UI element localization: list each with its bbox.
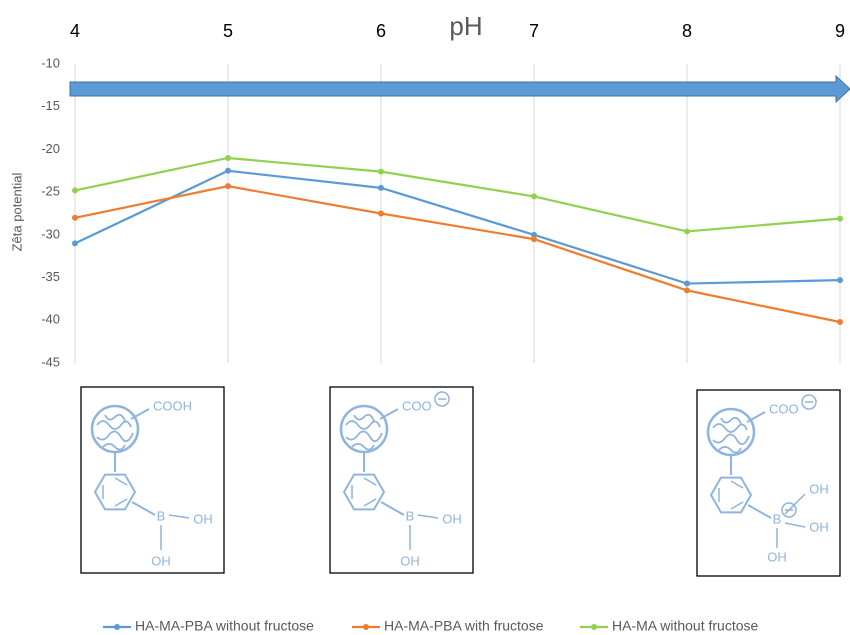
data-point	[225, 154, 231, 161]
series-line	[74, 169, 841, 285]
structure-box	[696, 389, 841, 577]
charge	[434, 391, 450, 407]
polymer-chain	[345, 413, 383, 451]
bond	[417, 514, 439, 519]
data-point	[531, 193, 537, 200]
x-tick-label: 9	[835, 21, 845, 41]
y-tick-label: -15	[41, 98, 60, 113]
bond	[131, 501, 156, 516]
data-point	[72, 187, 78, 194]
legend-entry: HA-MA-PBA with fructose	[352, 618, 544, 634]
data-point	[837, 318, 843, 325]
hydroxyl-label: OH	[400, 553, 420, 568]
y-tick-label: -20	[41, 141, 60, 156]
data-point	[684, 280, 690, 287]
data-point	[378, 210, 384, 217]
structure: B COO OH OH OH	[696, 389, 841, 577]
x-tick-label: 6	[376, 21, 386, 41]
bond	[168, 514, 190, 519]
acid-label: COO	[402, 398, 432, 413]
bond	[746, 411, 766, 423]
benzene-inner	[351, 477, 377, 507]
x-tick-label: 4	[70, 21, 80, 41]
y-tick-label: -40	[41, 312, 60, 327]
series-line	[74, 185, 841, 324]
x-tick-label: 7	[529, 21, 539, 41]
legend-marker	[363, 624, 369, 630]
y-tick-label: -30	[41, 226, 60, 241]
benzene	[93, 473, 137, 511]
hydroxyl-label: OH	[193, 511, 213, 526]
x-tick-label: 5	[223, 21, 233, 41]
benzene-inner	[102, 477, 128, 507]
hydroxyl-label: OH	[151, 553, 171, 568]
acid-label: COO	[769, 401, 799, 416]
data-point	[225, 183, 231, 190]
y-tick-label: -10	[41, 55, 60, 70]
data-point	[378, 168, 384, 175]
series-line	[74, 156, 841, 233]
data-point	[72, 240, 78, 247]
benzene	[709, 476, 753, 514]
y-tick-label: -25	[41, 184, 60, 199]
bond	[380, 501, 405, 516]
x-axis-title: pH	[449, 11, 482, 41]
ph-arrow	[69, 74, 850, 104]
polymer-chain	[96, 413, 134, 451]
x-tick-label: 8	[682, 21, 692, 41]
data-point	[72, 214, 78, 221]
y-tick-label: -45	[41, 354, 60, 369]
legend-entry: HA-MA without fructose	[580, 618, 758, 634]
benzene-inner	[718, 480, 744, 510]
legend-label: HA-MA-PBA with fructose	[384, 618, 544, 634]
data-point	[684, 228, 690, 235]
hydroxyl-label: OH	[442, 511, 462, 526]
data-point	[531, 236, 537, 243]
structure-box	[329, 386, 474, 574]
data-point	[837, 277, 843, 284]
legend-label: HA-MA-PBA without fructose	[135, 618, 314, 634]
legend-marker	[591, 624, 597, 630]
hydroxyl-label: OH	[767, 549, 787, 564]
bond	[379, 408, 399, 420]
data-point	[837, 215, 843, 222]
structure: B COO OH OH	[329, 386, 474, 574]
legend-label: HA-MA without fructose	[612, 618, 758, 634]
y-tick-label: -35	[41, 269, 60, 284]
bond	[130, 408, 150, 420]
bond	[747, 504, 772, 519]
structure: B COOH OH OH	[80, 386, 225, 574]
data-point	[225, 167, 231, 174]
bond	[784, 522, 806, 528]
legend-entry: HA-MA-PBA without fructose	[103, 618, 314, 634]
charge	[781, 502, 797, 518]
legend-marker	[114, 624, 120, 630]
bond	[784, 493, 806, 515]
data-point	[684, 287, 690, 294]
charge	[801, 394, 817, 410]
data-point	[531, 231, 537, 238]
benzene	[342, 473, 386, 511]
boron-label: B	[773, 511, 782, 526]
structure-box	[80, 386, 225, 574]
polymer-chain	[712, 416, 750, 454]
y-axis-title: Zêta potential	[9, 173, 24, 252]
acid-label: COOH	[153, 398, 192, 413]
hydroxyl-label: OH	[809, 481, 829, 496]
boron-label: B	[406, 508, 415, 523]
hydroxyl-label: OH	[809, 519, 829, 534]
data-point	[378, 184, 384, 191]
boron-label: B	[157, 508, 166, 523]
